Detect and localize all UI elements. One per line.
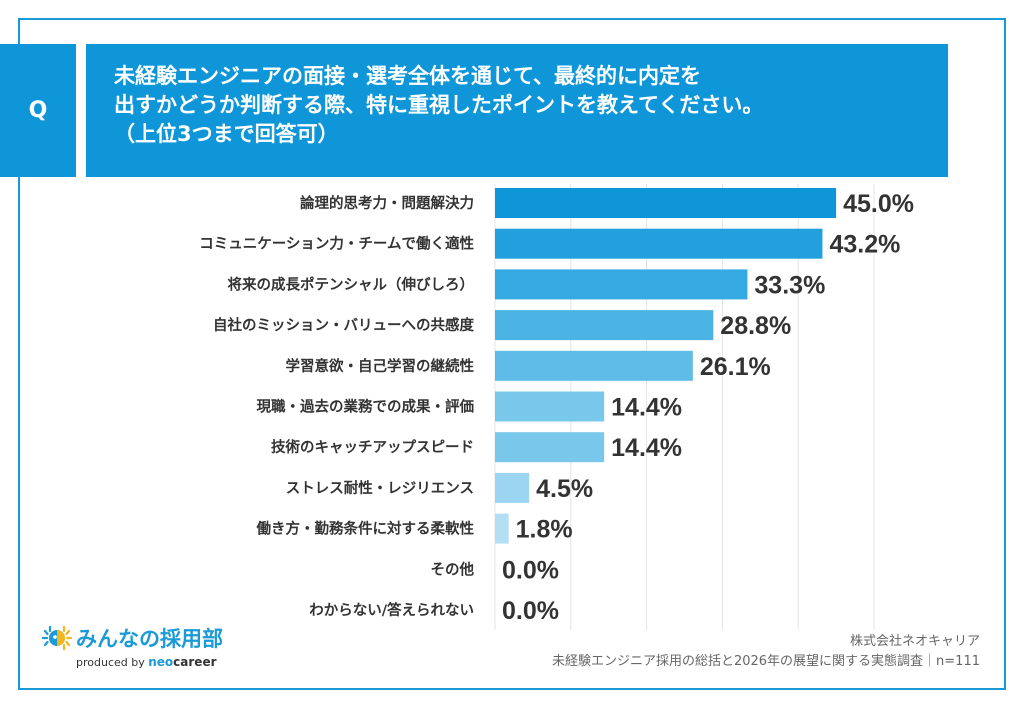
bar <box>495 391 605 422</box>
brand-career: career <box>173 655 217 669</box>
value-label: 0.0% <box>502 556 559 584</box>
value-label: 33.3% <box>754 271 825 299</box>
category-label: 論理的思考力・問題解決力 <box>300 194 474 212</box>
bar <box>495 350 693 381</box>
bar <box>495 472 530 503</box>
question-title: 未経験エンジニアの面接・選考全体を通じて、最終的に内定を 出すかどうか判断する際… <box>86 44 948 177</box>
source-note: 株式会社ネオキャリア 未経験エンジニア採用の総括と2026年の展望に関する実態調… <box>552 632 980 672</box>
category-label: 技術のキャッチアップスピード <box>271 438 474 456</box>
category-label: コミュニケーション力・チームで働く適性 <box>199 235 474 253</box>
category-label: わからない/答えられない <box>309 601 474 619</box>
category-label: 学習意欲・自己学習の継続性 <box>286 357 475 375</box>
bar <box>495 310 714 341</box>
value-label: 14.4% <box>611 434 682 462</box>
value-label: 43.2% <box>829 231 900 259</box>
category-label: 自社のミッション・バリューへの共感度 <box>213 316 474 334</box>
logo: みんなの採用部 produced by neocareer <box>42 623 223 669</box>
bar <box>495 432 605 463</box>
value-label: 26.1% <box>700 353 771 381</box>
question-badge: Q <box>0 44 76 177</box>
bar <box>495 269 748 300</box>
category-label: 働き方・勤務条件に対する柔軟性 <box>256 520 475 538</box>
produced-by: produced by neocareer <box>76 655 223 669</box>
category-label: その他 <box>431 560 475 578</box>
value-label: 14.4% <box>611 394 682 422</box>
category-label: ストレス耐性・レジリエンス <box>286 479 474 497</box>
survey-title: 未経験エンジニア採用の総括と2026年の展望に関する実態調査｜n=111 <box>551 654 980 669</box>
logo-text: みんなの採用部 <box>76 627 223 651</box>
bar <box>495 188 837 218</box>
category-label: 将来の成長ポテンシャル（伸びしろ） <box>228 275 475 293</box>
bar <box>495 513 509 544</box>
value-label: 28.8% <box>720 312 791 340</box>
produced-by-text: produced by <box>76 656 145 669</box>
question-line-3: （上位3つまで回答可） <box>114 122 339 146</box>
question-line-1: 未経験エンジニアの面接・選考全体を通じて、最終的に内定を <box>114 64 701 88</box>
value-label: 45.0% <box>843 190 914 218</box>
value-label: 0.0% <box>502 597 559 625</box>
brand-neo: neo <box>148 655 174 669</box>
sun-face-icon <box>42 625 72 651</box>
category-label: 現職・過去の業務での成果・評価 <box>257 398 475 416</box>
bar <box>495 228 823 259</box>
value-label: 1.8% <box>516 516 573 544</box>
company-name: 株式会社ネオキャリア <box>849 634 980 649</box>
value-label: 4.5% <box>536 475 593 503</box>
question-line-2: 出すかどうか判断する際、特に重視したポイントを教えてください。 <box>114 93 764 117</box>
